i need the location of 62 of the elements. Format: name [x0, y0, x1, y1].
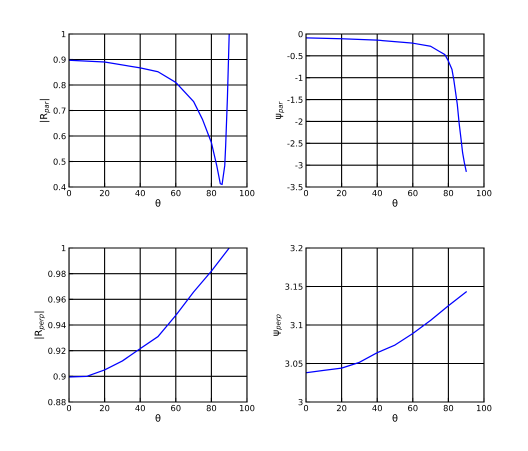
- x-tick-label: 40: [372, 404, 382, 412]
- x-tick-label: 20: [336, 404, 346, 412]
- line-series: [306, 37, 467, 172]
- y-tick-label: -3.5: [287, 184, 302, 190]
- y-tick-label: 1: [62, 31, 66, 38]
- x-tick-label: 0: [66, 404, 72, 412]
- x-tick-label: 0: [66, 190, 72, 196]
- x-tick-label: 100: [476, 404, 492, 412]
- x-tick-label: 60: [171, 404, 181, 412]
- x-axis-title: θ: [156, 199, 160, 207]
- x-tick-label: 20: [100, 190, 110, 196]
- y-tick-label: 3: [298, 398, 303, 406]
- x-axis-title: θ: [156, 414, 160, 422]
- y-tick-label: 3.1: [290, 322, 302, 328]
- y-tick-label: 0.4: [54, 184, 66, 190]
- y-axis-title: |R$_{par}$|: [40, 99, 50, 122]
- x-tick-label: 60: [408, 190, 418, 196]
- y-tick-label: 1: [62, 245, 66, 252]
- y-tick-label: 3.15: [285, 283, 302, 290]
- y-axis-title: |R$_{perp}$|: [34, 312, 45, 338]
- y-tick-label: 0.9: [54, 373, 66, 380]
- y-tick-label: 0.8: [54, 82, 66, 88]
- x-tick-label: 80: [444, 404, 454, 412]
- y-tick-label: 0.94: [48, 322, 66, 328]
- x-tick-label: 80: [206, 404, 216, 412]
- y-tick-label: 0.88: [48, 398, 66, 406]
- y-tick-label: 0.96: [48, 296, 66, 303]
- x-tick-label: 40: [372, 190, 382, 196]
- y-tick-label: 0.5: [54, 158, 66, 165]
- y-axis-title: ψ$_{par}$: [276, 101, 284, 120]
- x-tick-label: 80: [206, 190, 216, 196]
- x-axis-title: θ: [392, 199, 398, 207]
- x-axis-title: θ: [392, 414, 398, 422]
- x-tick-label: 20: [100, 404, 110, 412]
- line-series: [306, 291, 467, 374]
- y-tick-label: -1.5: [287, 96, 302, 103]
- x-tick-label: 100: [240, 404, 254, 412]
- y-tick-label: 0.9: [54, 56, 66, 63]
- y-tick-label: -2: [295, 118, 302, 125]
- line-series: [69, 248, 230, 378]
- y-tick-label: 3.05: [285, 360, 302, 367]
- y-tick-label: 0.6: [54, 132, 66, 140]
- y-axis-title: ψ$_{perp}$: [274, 314, 282, 336]
- y-tick-label: -0.5: [287, 52, 302, 60]
- x-tick-label: 0: [304, 190, 308, 196]
- y-tick-label: 3.2: [290, 244, 302, 252]
- y-tick-label: -2.5: [287, 140, 302, 147]
- x-tick-label: 80: [444, 190, 454, 196]
- y-tick-label: -1: [295, 74, 302, 81]
- x-tick-label: 60: [408, 404, 418, 412]
- y-tick-label: 0.7: [54, 107, 66, 114]
- x-tick-label: 100: [476, 190, 492, 196]
- x-tick-label: 20: [336, 190, 346, 196]
- x-tick-label: 100: [240, 190, 254, 196]
- x-tick-label: 60: [171, 190, 181, 196]
- x-tick-label: 40: [135, 404, 145, 412]
- y-tick-label: 0.92: [48, 348, 66, 354]
- y-tick-label: -3: [295, 162, 303, 168]
- x-tick-label: 0: [304, 404, 308, 412]
- y-tick-label: 0.98: [48, 270, 66, 277]
- y-tick-label: 0: [298, 30, 303, 38]
- x-tick-label: 40: [135, 190, 145, 196]
